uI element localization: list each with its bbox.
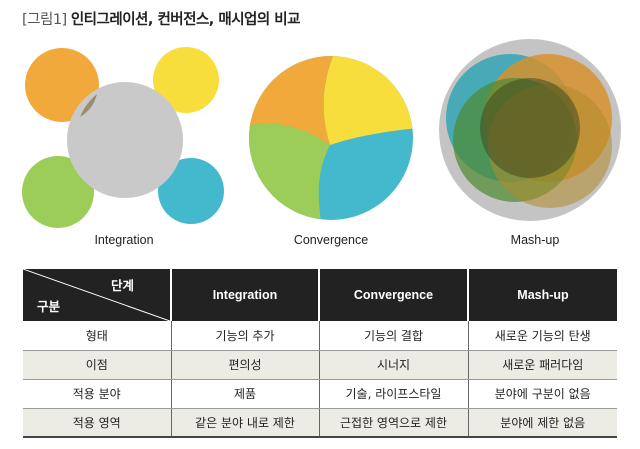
table-cell: 기능의 결합 xyxy=(318,321,468,351)
table-cell: 기능의 추가 xyxy=(170,321,319,351)
table-cell: 분야에 제한 없음 xyxy=(467,408,617,438)
caption-convergence: Convergence xyxy=(293,233,369,247)
table-corner-cell: 단계 구분 xyxy=(23,269,171,321)
table-cell: 새로운 패러다임 xyxy=(467,350,617,380)
integration-core-circle xyxy=(67,82,183,198)
mashup-diagram xyxy=(439,39,621,221)
figure-title-text: 인티그레이션, 컨버전스, 매시업의 비교 xyxy=(70,12,301,28)
table-row: 형태 기능의 추가 기능의 결합 새로운 기능의 탄생 xyxy=(23,321,617,351)
table-row: 적용 영역 같은 분야 내로 제한 근접한 영역으로 제한 분야에 제한 없음 xyxy=(23,408,617,438)
column-header: Mash-up xyxy=(467,269,617,321)
integration-blue-circle xyxy=(158,158,224,224)
table-cell: 분야에 구분이 없음 xyxy=(467,379,617,409)
figure-number: [그림1] xyxy=(22,12,67,28)
table-cell: 시너지 xyxy=(318,350,468,380)
row-label: 적용 영역 xyxy=(23,408,171,438)
table-cell: 같은 분야 내로 제한 xyxy=(170,408,319,438)
table-row: 이점 편의성 시너지 새로운 패러다임 xyxy=(23,350,617,380)
caption-integration: Integration xyxy=(94,233,154,247)
corner-label-category: 구분 xyxy=(37,300,61,314)
table-row: 적용 분야 제품 기술, 라이프스타일 분야에 구분이 없음 xyxy=(23,379,617,409)
convergence-green-segment xyxy=(249,123,330,220)
column-header: Integration xyxy=(170,269,319,321)
comparison-table: 단계 구분 Integration Convergence Mash-up 형태… xyxy=(23,269,617,438)
convergence-diagram xyxy=(249,56,413,220)
row-label: 형태 xyxy=(23,321,171,351)
comparison-diagram xyxy=(22,39,621,228)
integration-overlap-orange xyxy=(80,94,97,117)
table-cell: 근접한 영역으로 제한 xyxy=(318,408,468,438)
table-cell: 새로운 기능의 탄생 xyxy=(467,321,617,351)
table-cell: 기술, 라이프스타일 xyxy=(318,379,468,409)
mashup-core-circle xyxy=(480,78,580,178)
table-cell: 편의성 xyxy=(170,350,319,380)
row-label: 이점 xyxy=(23,350,171,380)
table-cell: 제품 xyxy=(170,379,319,409)
caption-mashup: Mash-up xyxy=(510,233,560,247)
table-header-row: 단계 구분 Integration Convergence Mash-up xyxy=(23,269,617,321)
integration-diagram xyxy=(22,47,224,228)
column-header: Convergence xyxy=(318,269,468,321)
figure-title: [그림1] 인티그레이션, 컨버전스, 매시업의 비교 xyxy=(22,9,300,31)
integration-green-circle xyxy=(22,156,94,228)
row-label: 적용 분야 xyxy=(23,379,171,409)
corner-diagonal-line xyxy=(23,269,170,321)
integration-yellow-circle xyxy=(153,47,219,113)
corner-label-stage: 단계 xyxy=(110,279,134,293)
